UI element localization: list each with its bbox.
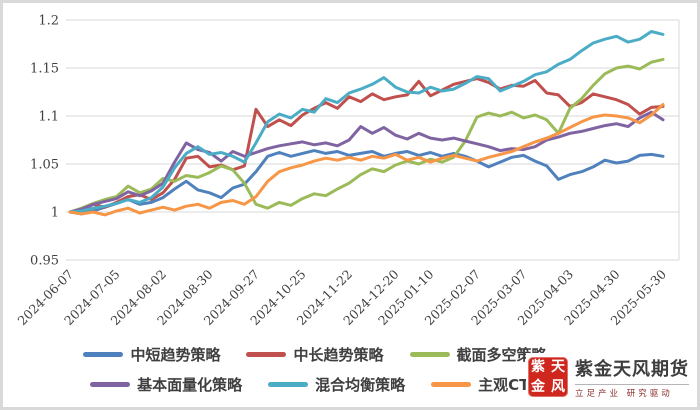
legend-item: 混合均衡策略 <box>268 374 405 395</box>
legend-line-marker <box>83 352 124 357</box>
company-logo: 紫天金风 紫金天风期货 立足产业 研究驱动 <box>526 353 691 401</box>
legend-label: 截面多空策略 <box>456 346 547 364</box>
series-line-中长趋势策略 <box>68 77 665 214</box>
legend-line-marker <box>268 382 309 387</box>
series-line-主观CTA <box>68 103 665 217</box>
y-tick-label: 1.2 <box>38 14 59 29</box>
y-tick-label: 1.05 <box>30 158 59 173</box>
series-line-中短趋势策略 <box>68 149 665 216</box>
legend-line-marker <box>431 382 472 387</box>
legend-line-marker <box>90 382 131 387</box>
y-tick-label: 0.95 <box>30 254 59 269</box>
legend-row: 中短趋势策略 中长趋势策略 截面多空策略 <box>83 344 547 365</box>
y-tick-label: 1 <box>51 206 59 221</box>
legend-row: 基本面量化策略 混合均衡策略 主观CTA <box>90 374 540 395</box>
seal-character: 天 <box>551 359 565 375</box>
y-tick-label: 1.1 <box>38 110 59 125</box>
legend-label: 中短趋势策略 <box>130 346 221 364</box>
seal-character: 风 <box>551 379 565 395</box>
legend-item: 截面多空策略 <box>409 344 547 365</box>
company-seal-icon: 紫天金风 <box>528 357 568 397</box>
legend-label: 中长趋势策略 <box>293 346 384 364</box>
legend-item: 基本面量化策略 <box>90 374 242 395</box>
performance-chart: 1.21.151.11.0510.952024-06-072024-07-052… <box>15 14 680 328</box>
legend-line-marker <box>246 352 287 357</box>
y-tick-label: 1.15 <box>30 62 59 77</box>
series-line-基本面量化策略 <box>68 110 665 214</box>
legend-label: 混合均衡策略 <box>315 376 406 394</box>
legend-label: 基本面量化策略 <box>137 376 243 394</box>
series-line-混合均衡策略 <box>68 30 665 214</box>
seal-character: 金 <box>531 379 545 395</box>
chart-legend: 中短趋势策略 中长趋势策略 截面多空策略基本面量化策略 混合均衡策略 主观CTA <box>3 344 627 395</box>
legend-item: 中长趋势策略 <box>246 344 384 365</box>
legend-label: 主观CTA <box>478 376 540 394</box>
company-name: 紫金天风期货 <box>575 359 689 380</box>
legend-item: 中短趋势策略 <box>83 344 220 365</box>
legend-item: 主观CTA <box>431 374 540 395</box>
legend-line-marker <box>409 352 450 357</box>
company-tagline: 立足产业 研究驱动 <box>575 384 689 399</box>
seal-character: 紫 <box>531 359 545 375</box>
